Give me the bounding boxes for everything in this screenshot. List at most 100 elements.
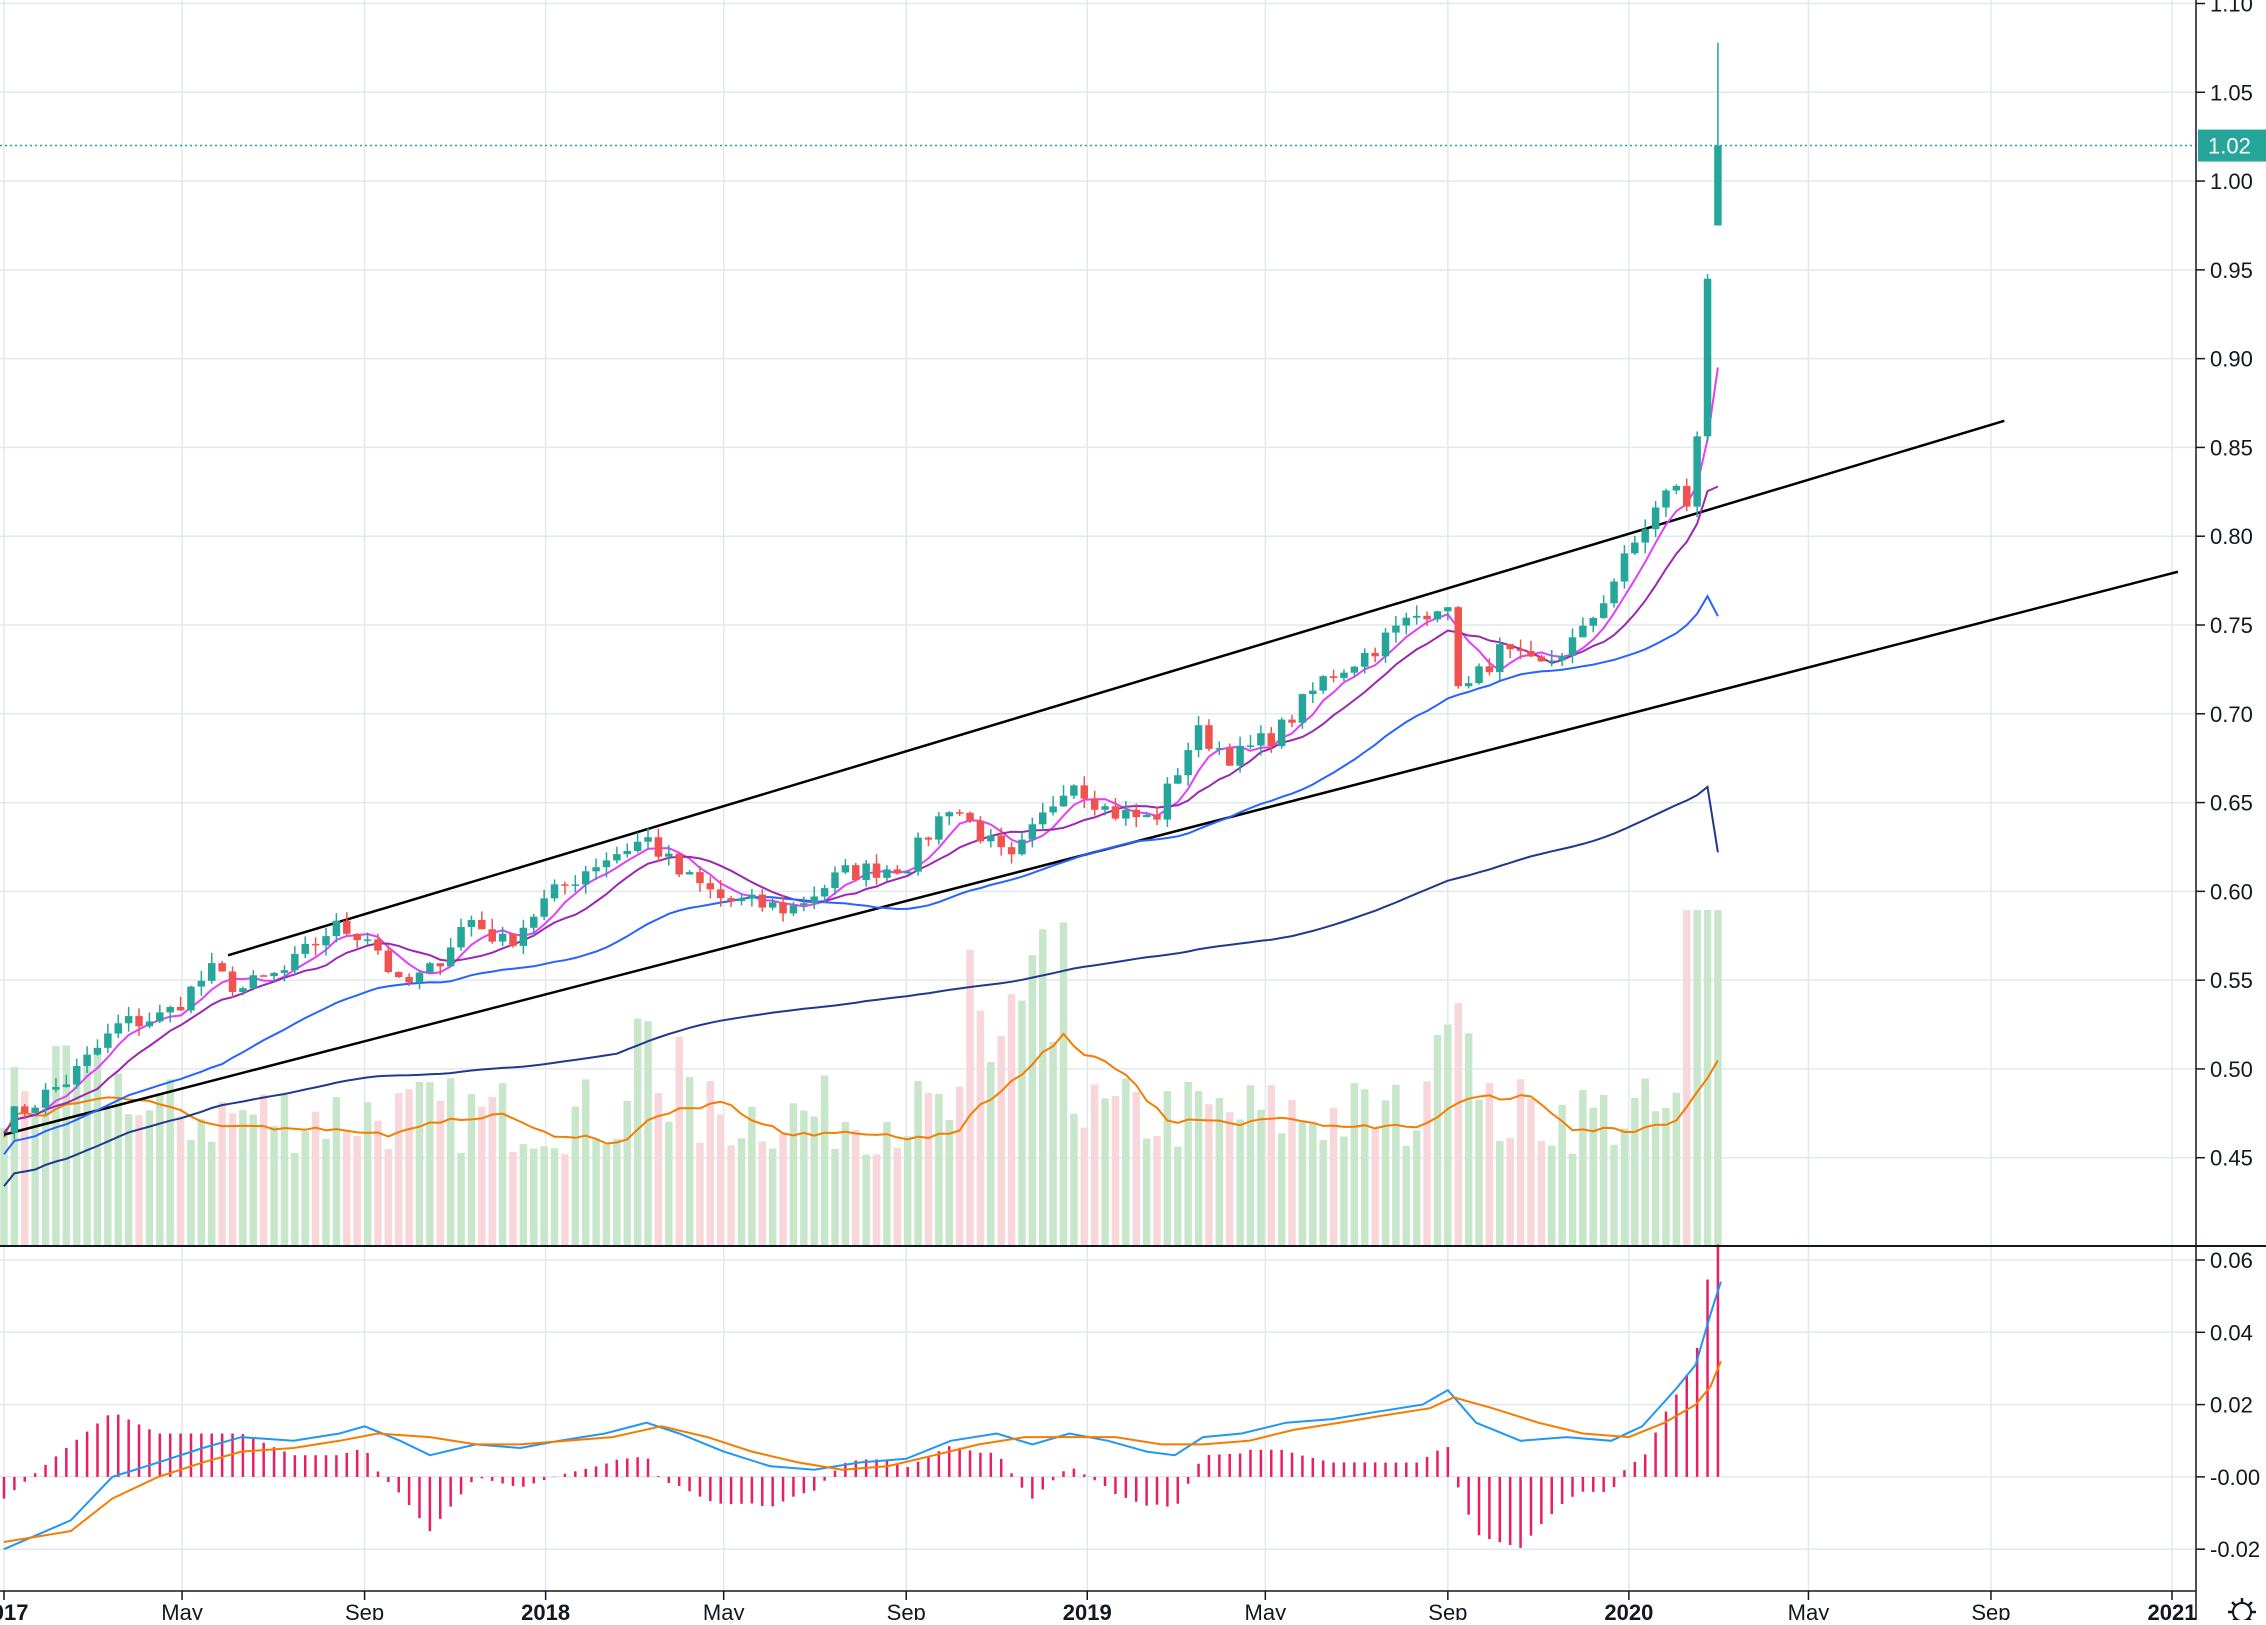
candle-body[interactable] [540, 898, 548, 917]
candle-body[interactable] [1412, 615, 1421, 618]
candle-body[interactable] [1610, 581, 1618, 604]
candle-body[interactable] [343, 920, 351, 934]
candle-body[interactable] [156, 1012, 164, 1022]
candle-body[interactable] [1018, 839, 1026, 855]
candle-body[interactable] [592, 867, 600, 872]
candle-body[interactable] [1496, 644, 1504, 673]
candle-body[interactable] [1090, 798, 1099, 810]
candle-body[interactable] [748, 894, 756, 899]
candle-body[interactable] [623, 851, 631, 855]
candle-body[interactable] [800, 903, 808, 906]
candle-body[interactable] [976, 820, 985, 842]
candle-body[interactable] [997, 835, 1005, 848]
candle-body[interactable] [613, 854, 621, 861]
candle-body[interactable] [114, 1023, 123, 1034]
candle-body[interactable] [1122, 809, 1130, 819]
candle-body[interactable] [893, 869, 902, 874]
candle-body[interactable] [1599, 603, 1608, 618]
candle-body[interactable] [883, 869, 891, 878]
candle-body[interactable] [820, 888, 829, 897]
candle-body[interactable] [457, 926, 465, 948]
candle-body[interactable] [779, 902, 787, 914]
candle-body[interactable] [696, 872, 704, 884]
candle-body[interactable] [903, 871, 912, 874]
candle-body[interactable] [1506, 644, 1514, 650]
candle-body[interactable] [124, 1016, 133, 1024]
candle-body[interactable] [530, 916, 538, 928]
candle-body[interactable] [426, 963, 434, 973]
candle-body[interactable] [72, 1065, 81, 1085]
candle-body[interactable] [363, 939, 372, 941]
candle-body[interactable] [1381, 632, 1390, 657]
candle-body[interactable] [1537, 656, 1546, 662]
candle-body[interactable] [1444, 607, 1452, 612]
candle-body[interactable] [1547, 660, 1556, 662]
candle-body[interactable] [1454, 607, 1462, 687]
candle-body[interactable] [1309, 690, 1317, 695]
candle-body[interactable] [1693, 436, 1701, 507]
candle-body[interactable] [1288, 719, 1296, 723]
candle-body[interactable] [1464, 683, 1473, 687]
candle-body[interactable] [1662, 490, 1670, 508]
candle-body[interactable] [1080, 785, 1089, 799]
candle-body[interactable] [831, 872, 839, 889]
candle-body[interactable] [987, 835, 995, 842]
candle-body[interactable] [1589, 617, 1598, 626]
candle-body[interactable] [166, 1006, 174, 1013]
candle-body[interactable] [93, 1047, 102, 1055]
candle-body[interactable] [955, 812, 964, 814]
candle-body[interactable] [571, 884, 580, 886]
candle-body[interactable] [644, 837, 652, 842]
candle-body[interactable] [1392, 625, 1400, 633]
candle-body[interactable] [394, 972, 403, 978]
candle-body[interactable] [384, 950, 393, 973]
candle-body[interactable] [228, 971, 237, 992]
candle-body[interactable] [270, 972, 278, 977]
candle-body[interactable] [675, 853, 683, 875]
candle-body[interactable] [1350, 666, 1359, 673]
candle-body[interactable] [1516, 649, 1525, 652]
candle-body[interactable] [1558, 655, 1566, 661]
candle-body[interactable] [1111, 806, 1120, 819]
candle-body[interactable] [1225, 748, 1234, 766]
candle-body[interactable] [291, 953, 299, 971]
candle-body[interactable] [1485, 666, 1494, 673]
candle-body[interactable] [1433, 611, 1442, 620]
candle-body[interactable] [602, 860, 611, 868]
candle-body[interactable] [207, 963, 216, 981]
candle-body[interactable] [280, 970, 289, 973]
candle-body[interactable] [935, 816, 943, 840]
candle-body[interactable] [1319, 676, 1327, 691]
candle-body[interactable] [446, 947, 455, 967]
candle-body[interactable] [301, 943, 309, 954]
candle-body[interactable] [1246, 745, 1255, 747]
candle-body[interactable] [519, 927, 528, 946]
candle-body[interactable] [1070, 785, 1078, 796]
candle-body[interactable] [1651, 507, 1660, 530]
candle-body[interactable] [1257, 733, 1265, 746]
candle-body[interactable] [1340, 672, 1348, 678]
candle-body[interactable] [415, 972, 424, 983]
candle-body[interactable] [716, 889, 725, 899]
candle-body[interactable] [1163, 783, 1172, 820]
candle-body[interactable] [633, 841, 642, 852]
candle-body[interactable] [1683, 485, 1691, 507]
candle-body[interactable] [841, 865, 850, 873]
candle-body[interactable] [924, 837, 933, 840]
candle-body[interactable] [374, 939, 382, 951]
candle-body[interactable] [52, 1086, 60, 1090]
candle-body[interactable] [872, 863, 881, 878]
candle-body[interactable] [768, 902, 777, 908]
candle-body[interactable] [1174, 775, 1182, 784]
candle-body[interactable] [706, 883, 715, 890]
candle-body[interactable] [966, 812, 974, 821]
candle-body[interactable] [1329, 676, 1338, 678]
candle-body[interactable] [104, 1033, 112, 1048]
candle-body[interactable] [1402, 617, 1411, 626]
candle-body[interactable] [1059, 795, 1068, 807]
candle-body[interactable] [1142, 814, 1151, 818]
candle-body[interactable] [1672, 485, 1681, 491]
candle-body[interactable] [10, 1106, 19, 1133]
candle-body[interactable] [550, 884, 559, 899]
